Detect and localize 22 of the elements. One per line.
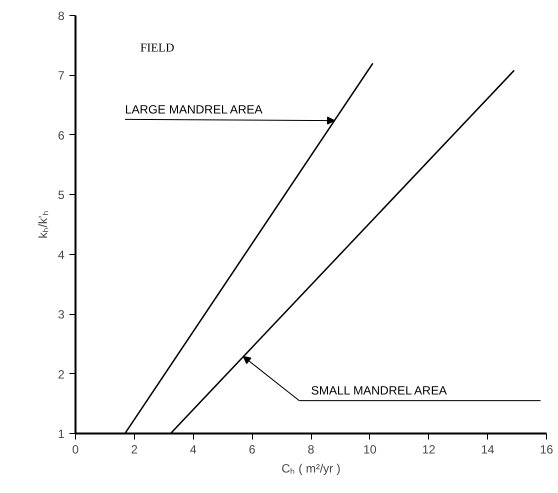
y-tick-label: 2 [58,367,65,382]
x-tick-label: 10 [363,442,377,456]
annotation: SMALL MANDREL AREA [311,384,447,398]
x-tick-label: 12 [422,442,436,456]
y-tick-label: 7 [58,68,65,83]
annotation: FIELD [140,40,175,54]
x-tick-label: 16 [540,442,554,456]
x-tick-label: 0 [72,442,80,456]
y-tick-label: 8 [58,9,65,23]
y-tick-label: 6 [58,128,65,142]
annotation: LARGE MANDREL AREA [124,102,263,116]
y-tick-label: 1 [58,427,65,441]
x-axis-title: Cₕ ( m²/yr ) [282,462,340,476]
x-tick-label: 8 [308,442,315,456]
y-tick-label: 3 [58,308,65,322]
x-tick-label: 4 [190,442,197,456]
y-tick-label: 4 [58,248,65,262]
x-tick-label: 6 [248,442,256,456]
x-tick-label: 2 [131,442,138,456]
x-tick-label: 14 [480,442,495,456]
y-tick-label: 5 [58,188,65,202]
y-axis-title: kₕ/k'ₕ [36,210,50,238]
